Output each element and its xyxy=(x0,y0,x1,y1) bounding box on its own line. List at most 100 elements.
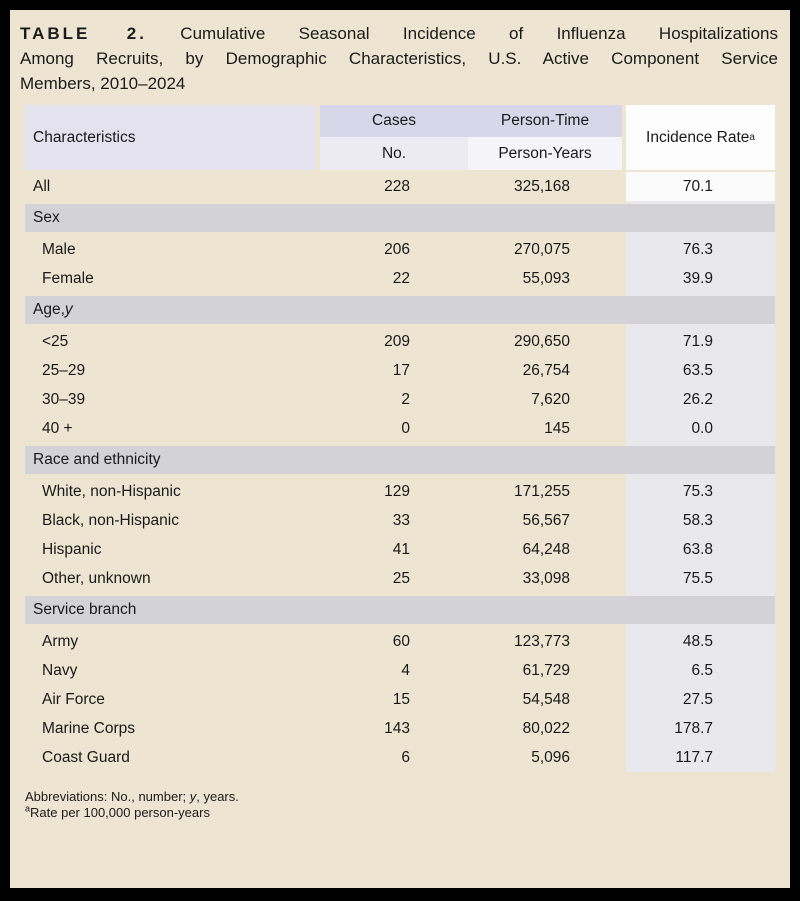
cases-value: 4 xyxy=(401,661,410,679)
person-years-value: 61,729 xyxy=(522,661,570,679)
table-row: 25–29 17 26,754 63.5 xyxy=(25,356,775,385)
cases-value: 143 xyxy=(384,719,410,737)
cases-value: 17 xyxy=(392,361,410,379)
incidence-rate-value: 75.3 xyxy=(682,482,713,500)
table-row: 30–39 2 7,620 26.2 xyxy=(25,385,775,414)
header-characteristics: Characteristics xyxy=(25,105,316,170)
cases-value: 41 xyxy=(392,540,410,558)
row-label: Air Force xyxy=(42,690,105,708)
person-years-value: 290,650 xyxy=(513,332,570,350)
person-years-value: 80,022 xyxy=(522,719,570,737)
row-label: Army xyxy=(42,632,79,650)
table-header: Characteristics Cases Person-Time No. Pe… xyxy=(25,105,775,170)
section-header-age: Age, y xyxy=(25,296,775,324)
row-label: Other, unknown xyxy=(42,569,151,587)
cases-value: 206 xyxy=(384,240,410,258)
table-row-all: All 228 325,168 70.1 xyxy=(25,172,775,201)
cases-value: 2 xyxy=(401,390,410,408)
person-years-value: 5,096 xyxy=(531,748,570,766)
row-label: Navy xyxy=(42,661,78,679)
person-years-value: 64,248 xyxy=(522,540,570,558)
incidence-rate-value: 0.0 xyxy=(691,419,713,437)
person-years-value: 55,093 xyxy=(522,269,570,287)
row-label: All xyxy=(33,177,51,195)
section-header-race-ethnicity: Race and ethnicity xyxy=(25,446,775,474)
incidence-rate-value: 75.5 xyxy=(682,569,713,587)
header-person-time: Person-Time xyxy=(468,105,622,137)
row-label: Coast Guard xyxy=(42,748,130,766)
incidence-rate-value: 26.2 xyxy=(682,390,713,408)
row-label: <25 xyxy=(42,332,69,350)
person-years-value: 33,098 xyxy=(522,569,570,587)
row-label: Hispanic xyxy=(42,540,102,558)
table-number-label: TABLE 2. xyxy=(20,24,147,43)
data-table: Characteristics Cases Person-Time No. Pe… xyxy=(25,105,775,772)
incidence-rate-value: 63.5 xyxy=(682,361,713,379)
row-label: 30–39 xyxy=(42,390,86,408)
header-incidence-rate: Incidence Rate a xyxy=(626,105,775,170)
header-cases: Cases xyxy=(320,105,468,137)
cases-value: 0 xyxy=(401,419,410,437)
row-label: 25–29 xyxy=(42,361,86,379)
incidence-rate-value: 48.5 xyxy=(682,632,713,650)
table-row: <25 209 290,650 71.9 xyxy=(25,327,775,356)
table-row: Hispanic 41 64,248 63.8 xyxy=(25,535,775,564)
incidence-rate-value: 178.7 xyxy=(674,719,713,737)
table-row: Army 60 123,773 48.5 xyxy=(25,627,775,656)
person-years-value: 54,548 xyxy=(522,690,570,708)
row-label: Female xyxy=(42,269,94,287)
rate-definition-note: aRate per 100,000 person-years xyxy=(25,803,210,820)
cases-value: 25 xyxy=(392,569,410,587)
cases-value: 228 xyxy=(384,177,410,195)
abbreviations-note: Abbreviations: No., number; y, years. xyxy=(25,789,239,804)
table-caption: TABLE 2. Cumulative Seasonal Incidence o… xyxy=(20,21,778,96)
table-row: Coast Guard 6 5,096 117.7 xyxy=(25,743,775,772)
cases-value: 129 xyxy=(384,482,410,500)
row-label: White, non-Hispanic xyxy=(42,482,181,500)
table-row: Female 22 55,093 39.9 xyxy=(25,264,775,293)
incidence-rate-value: 6.5 xyxy=(691,661,713,679)
incidence-rate-value: 27.5 xyxy=(682,690,713,708)
incidence-rate-value: 71.9 xyxy=(682,332,713,350)
table-footnotes: Abbreviations: No., number; y, years. aR… xyxy=(25,789,775,820)
table-caption-text: Cumulative Seasonal Incidence of Influen… xyxy=(180,24,778,43)
table-caption-line-1: TABLE 2. Cumulative Seasonal Incidence o… xyxy=(20,21,778,46)
row-label: 40 + xyxy=(42,419,73,437)
cases-value: 6 xyxy=(401,748,410,766)
table-row: White, non-Hispanic 129 171,255 75.3 xyxy=(25,477,775,506)
person-years-value: 145 xyxy=(544,419,570,437)
cases-value: 22 xyxy=(392,269,410,287)
header-no: No. xyxy=(320,137,468,170)
person-years-value: 270,075 xyxy=(513,240,570,258)
cases-value: 33 xyxy=(392,511,410,529)
footnote-marker-a: a xyxy=(25,803,31,814)
table-row: Navy 4 61,729 6.5 xyxy=(25,656,775,685)
header-person-years: Person-Years xyxy=(468,137,622,170)
person-years-value: 325,168 xyxy=(513,177,570,195)
cases-value: 209 xyxy=(384,332,410,350)
section-header-sex: Sex xyxy=(25,204,775,232)
person-years-value: 26,754 xyxy=(522,361,570,379)
incidence-rate-value: 58.3 xyxy=(682,511,713,529)
person-years-value: 56,567 xyxy=(522,511,570,529)
table-caption-line-2: Among Recruits, by Demographic Character… xyxy=(20,49,778,68)
incidence-rate-value: 63.8 xyxy=(682,540,713,558)
table-row: 40 + 0 145 0.0 xyxy=(25,414,775,443)
row-label: Black, non-Hispanic xyxy=(42,511,179,529)
cases-value: 15 xyxy=(392,690,410,708)
table-2-panel: TABLE 2. Cumulative Seasonal Incidence o… xyxy=(10,10,790,888)
table-row: Black, non-Hispanic 33 56,567 58.3 xyxy=(25,506,775,535)
cases-value: 60 xyxy=(392,632,410,650)
incidence-rate-value: 39.9 xyxy=(682,269,713,287)
row-label: Male xyxy=(42,240,76,258)
row-label: Marine Corps xyxy=(42,719,136,737)
person-years-value: 7,620 xyxy=(531,390,570,408)
table-body: All 228 325,168 70.1 Sex Male 206 270,07… xyxy=(25,172,775,772)
incidence-rate-value: 70.1 xyxy=(626,172,775,201)
section-header-service-branch: Service branch xyxy=(25,596,775,624)
table-row: Air Force 15 54,548 27.5 xyxy=(25,685,775,714)
table-row: Marine Corps 143 80,022 178.7 xyxy=(25,714,775,743)
table-row: Male 206 270,075 76.3 xyxy=(25,235,775,264)
table-caption-line-3: Members, 2010–2024 xyxy=(20,74,186,93)
